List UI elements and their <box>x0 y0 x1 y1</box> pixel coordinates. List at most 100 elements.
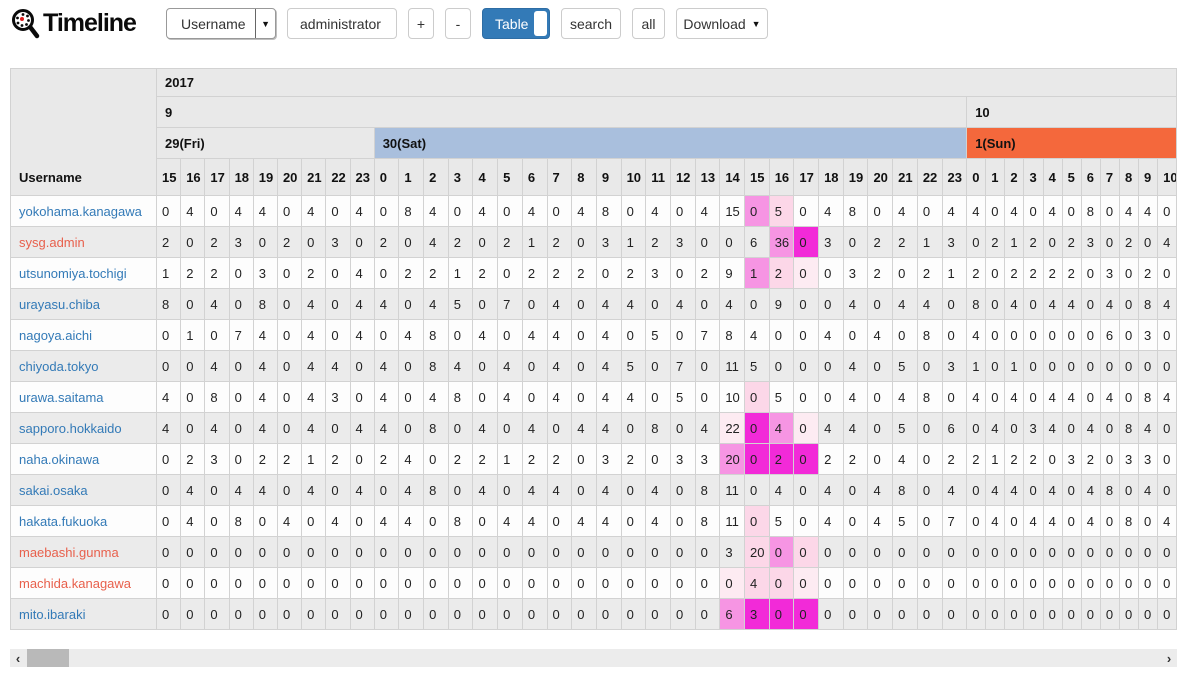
value-cell: 0 <box>620 412 647 444</box>
value-cell: 0 <box>941 381 968 413</box>
scrollbar-thumb[interactable] <box>27 649 69 667</box>
value-cell: 1 <box>966 350 987 382</box>
value-cell: 4 <box>1157 505 1178 537</box>
value-cell: 0 <box>645 536 671 568</box>
username-cell: yokohama.kanagawa <box>10 195 157 227</box>
value-cell: 7 <box>941 505 968 537</box>
value-cell: 0 <box>447 474 474 506</box>
value-cell: 0 <box>793 536 820 568</box>
app-logo: Timeline <box>10 7 156 40</box>
horizontal-scrollbar[interactable]: ‹ › <box>10 649 1177 667</box>
value-cell: 0 <box>595 536 622 568</box>
value-cell: 0 <box>744 412 770 444</box>
username-link[interactable]: nagoya.aichi <box>19 327 92 343</box>
username-link[interactable]: naha.okinawa <box>19 451 100 467</box>
value-cell: 4 <box>373 288 400 320</box>
search-term-input[interactable] <box>287 8 397 39</box>
search-button[interactable]: search <box>561 8 621 39</box>
value-cell: 4 <box>301 474 327 506</box>
zoom-in-button[interactable]: + <box>408 8 434 39</box>
value-cell: 0 <box>1080 598 1101 630</box>
value-cell: 0 <box>398 350 425 382</box>
zoom-out-button[interactable]: - <box>445 8 471 39</box>
table-view-toggle[interactable]: Table <box>482 8 550 39</box>
value-cell: 0 <box>301 226 327 258</box>
value-cell: 0 <box>916 443 943 475</box>
value-cell: 8 <box>423 350 449 382</box>
value-cell: 4 <box>373 381 400 413</box>
username-link[interactable]: chiyoda.tokyo <box>19 358 99 374</box>
value-cell: 3 <box>595 443 622 475</box>
download-dropdown-button[interactable]: Download ▼ <box>676 8 768 39</box>
value-cell: 4 <box>694 412 721 444</box>
value-cell: 4 <box>1061 381 1082 413</box>
value-cell: 8 <box>1099 474 1120 506</box>
value-cell: 8 <box>1118 412 1140 444</box>
value-cell: 0 <box>1023 195 1044 227</box>
value-cell: 0 <box>867 598 894 630</box>
value-cell: 0 <box>155 474 182 506</box>
value-cell: 4 <box>1138 474 1159 506</box>
value-cell: 0 <box>1004 536 1025 568</box>
username-link[interactable]: machida.kanagawa <box>19 575 132 591</box>
value-cell: 0 <box>571 443 597 475</box>
value-cell: 0 <box>1138 536 1159 568</box>
value-cell: 4 <box>155 381 182 413</box>
value-cell: 8 <box>423 412 449 444</box>
scroll-left-icon[interactable]: ‹ <box>15 650 21 666</box>
username-link[interactable]: maebashi.gunma <box>19 544 119 560</box>
value-cell: 4 <box>1004 474 1025 506</box>
value-cell: 22 <box>719 412 745 444</box>
scroll-right-icon[interactable]: › <box>1166 650 1172 666</box>
field-select[interactable]: Username ▼ <box>166 8 276 39</box>
value-cell: 4 <box>398 474 425 506</box>
username-cell: hakata.fukuoka <box>10 505 157 537</box>
value-cell: 0 <box>744 505 770 537</box>
value-cell: 4 <box>301 319 327 351</box>
username-link[interactable]: yokohama.kanagawa <box>19 203 142 219</box>
username-link[interactable]: utsunomiya.tochigi <box>19 265 127 281</box>
value-cell: 0 <box>818 536 844 568</box>
timeline-table: Username 2017 9 10 29(Fri) 30(Sat) 1(Sun) 15 16 1… <box>10 68 1178 630</box>
value-cell: 0 <box>325 319 351 351</box>
value-cell: 2 <box>867 226 894 258</box>
value-cell: 0 <box>423 598 449 630</box>
username-link[interactable]: urawa.saitama <box>19 389 104 405</box>
value-cell: 0 <box>1157 195 1178 227</box>
value-cell: 0 <box>472 288 499 320</box>
value-cell: 0 <box>276 474 303 506</box>
value-cell: 0 <box>966 474 987 506</box>
username-link[interactable]: sysg.admin <box>19 234 85 250</box>
value-cell: 4 <box>985 412 1006 444</box>
value-cell: 0 <box>472 381 499 413</box>
value-cell: 0 <box>941 319 968 351</box>
username-link[interactable]: sakai.osaka <box>19 482 88 498</box>
username-cell: machida.kanagawa <box>10 567 157 599</box>
value-cell: 2 <box>546 226 573 258</box>
value-cell: 8 <box>892 474 918 506</box>
value-cell: 0 <box>228 567 254 599</box>
hour-header: 22 <box>325 158 351 196</box>
all-button[interactable]: all <box>632 8 665 39</box>
value-cell: 0 <box>571 381 597 413</box>
value-cell: 0 <box>1157 443 1178 475</box>
username-link[interactable]: hakata.fukuoka <box>19 513 108 529</box>
value-cell: 0 <box>1099 505 1120 537</box>
username-link[interactable]: sapporo.hokkaido <box>19 420 122 436</box>
value-cell: 1 <box>1004 350 1025 382</box>
value-cell: 8 <box>228 505 254 537</box>
username-link[interactable]: urayasu.chiba <box>19 296 100 312</box>
value-cell: 3 <box>941 350 968 382</box>
value-cell: 0 <box>180 350 206 382</box>
value-cell: 0 <box>669 257 696 289</box>
value-cell: 2 <box>447 443 474 475</box>
username-link[interactable]: mito.ibaraki <box>19 606 86 622</box>
value-cell: 0 <box>694 381 721 413</box>
value-cell: 0 <box>1042 598 1063 630</box>
table-row: urayasu.chiba 8 0 4 0 8 0 4 0 4 4 0 4 5 0 7 0 4 0 4 4 0 4 0 4 0 9 0… <box>10 288 1178 320</box>
value-cell: 3 <box>228 226 254 258</box>
hour-header: 9 <box>1138 158 1159 196</box>
value-cell: 0 <box>571 474 597 506</box>
value-cell: 0 <box>497 474 523 506</box>
value-cell: 20 <box>744 536 770 568</box>
